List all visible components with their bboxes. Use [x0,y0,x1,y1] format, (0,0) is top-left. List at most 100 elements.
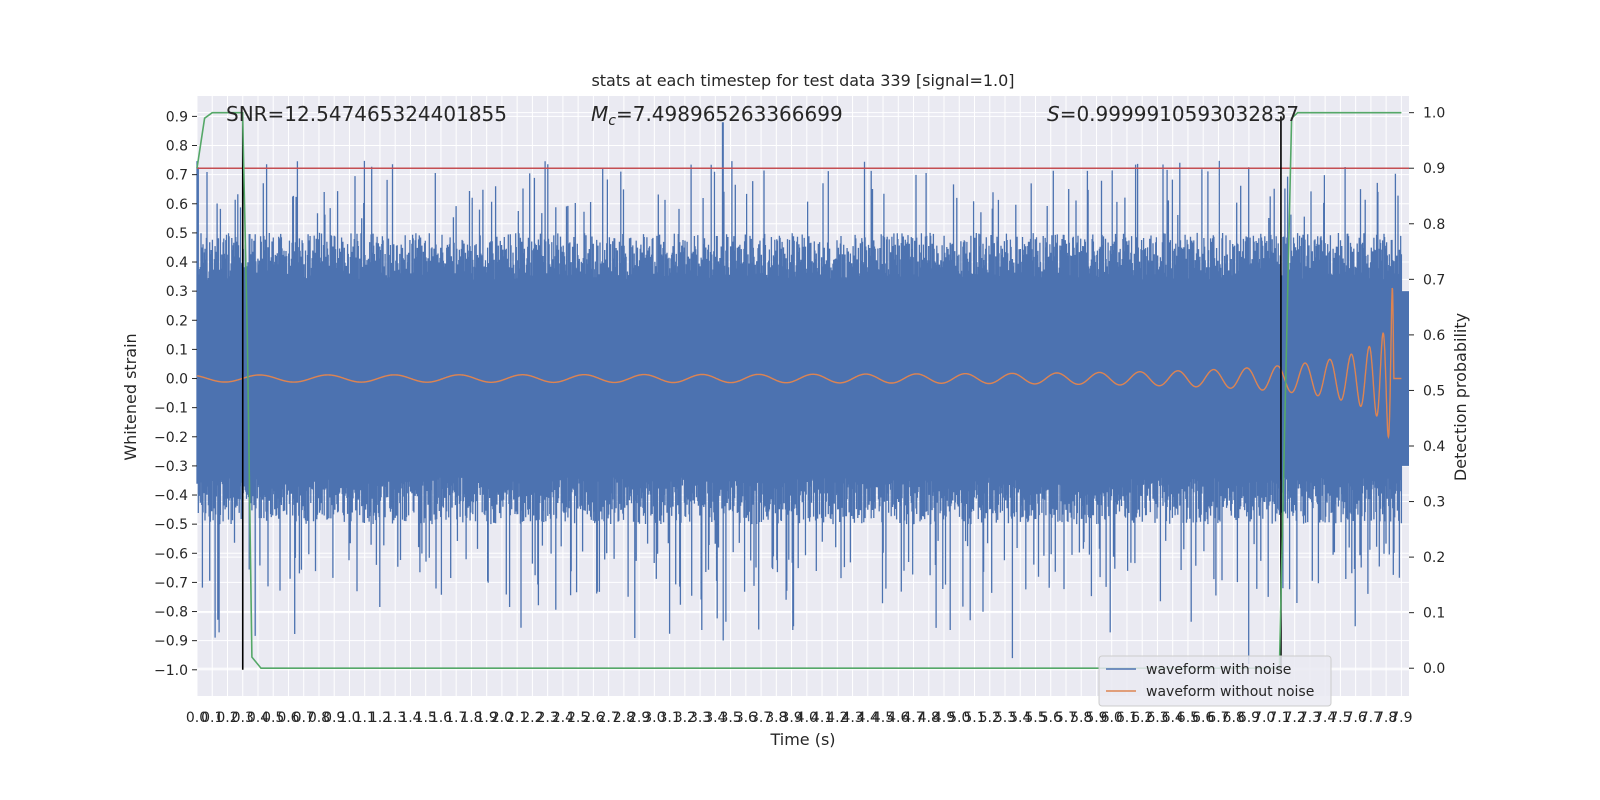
y-tick-label: 0.0 [166,372,188,388]
y-tick-label: 0.3 [166,284,188,300]
x-tick-label: 4.0 [796,710,818,726]
x-tick-label: 3.9 [780,710,802,726]
x-tick-label: 6.7 [1207,710,1229,726]
x-tick-label: 4.3 [841,710,863,726]
y-tick-label: 0.6 [166,197,188,213]
x-tick-label: 1.4 [399,710,421,726]
y-tick-label: 0.4 [166,255,188,271]
x-tick-label: 3.2 [674,710,696,726]
x-tick-label: 0.1 [201,710,223,726]
x-tick-label: 1.6 [430,710,452,726]
chirp-mass-value: =7.498965263366699 [616,102,843,126]
x-tick-label: 1.7 [445,710,467,726]
x-tick-label: 6.0 [1101,710,1123,726]
x-tick-label: 1.5 [415,710,437,726]
x-tick-label: 1.9 [476,710,498,726]
x-tick-label: 2.0 [491,710,513,726]
y2-tick-label: 1.0 [1423,106,1445,122]
legend-label-clean: waveform without noise [1146,684,1314,700]
x-tick-label: 3.0 [643,710,665,726]
x-tick-label: 0.9 [323,710,345,726]
x-tick-label: 2.4 [552,710,574,726]
x-tick-label: 5.7 [1055,710,1077,726]
x-tick-label: 4.8 [918,710,940,726]
x-tick-label: 4.6 [887,710,909,726]
score-value: =0.9999910593032837 [1060,102,1299,126]
x-tick-label: 0.5 [262,710,284,726]
x-tick-label: 3.3 [689,710,711,726]
y-tick-label: −0.2 [154,430,188,446]
y-axis-ticks: 0.9 0.8 0.7 0.6 0.5 0.4 0.3 0.2 0.1 0.0 −0.1 −0.2 −0… [154,109,197,679]
y-tick-label: 0.2 [166,313,188,329]
x-tick-label: 7.7 [1360,710,1382,726]
x-tick-label: 7.0 [1253,710,1275,726]
x-tick-label: 1.3 [384,710,406,726]
x-tick-label: 2.1 [506,710,528,726]
x-tick-label: 7.9 [1390,710,1412,726]
y2-tick-label: 0.7 [1423,272,1445,288]
x-axis-ticks: 0.00.10.20.30.40.50.60.70.80.91.01.11.21… [186,710,1413,726]
waveform-without-noise-series [196,287,1402,440]
x-tick-label: 5.9 [1085,710,1107,726]
y-tick-label: −0.9 [154,634,188,650]
chirp-mass-subscript: c [608,113,616,129]
y-tick-label: −0.8 [154,605,188,621]
x-tick-label: 3.8 [765,710,787,726]
x-tick-label: 4.1 [811,710,833,726]
x-tick-label: 7.3 [1299,710,1321,726]
x-tick-label: 5.0 [948,710,970,726]
x-tick-label: 0.2 [216,710,238,726]
x-tick-label: 6.2 [1131,710,1153,726]
y2-tick-label: 0.4 [1423,439,1445,455]
y2-tick-label: 0.1 [1423,606,1445,622]
x-tick-label: 1.1 [354,710,376,726]
x-tick-label: 2.6 [582,710,604,726]
x-tick-label: 7.6 [1345,710,1367,726]
x-tick-label: 3.4 [704,710,726,726]
x-tick-label: 0.6 [277,710,299,726]
x-tick-label: 6.6 [1192,710,1214,726]
y2-tick-label: 0.2 [1423,550,1445,566]
y2-axis-label: Detection probability [1451,313,1470,481]
y2-tick-label: 0.8 [1423,217,1445,233]
y-tick-label: −0.3 [154,459,188,475]
waveform-with-noise-series [196,122,1409,664]
y-tick-label: 0.9 [166,109,188,125]
x-tick-label: 0.4 [247,710,269,726]
x-axis-label: Time (s) [769,730,835,749]
x-tick-label: 7.2 [1284,710,1306,726]
x-tick-label: 5.8 [1070,710,1092,726]
x-tick-label: 6.8 [1223,710,1245,726]
y-tick-label: −0.5 [154,517,188,533]
x-tick-label: 2.2 [521,710,543,726]
x-tick-label: 4.5 [872,710,894,726]
chirp-mass-annotation: Mc=7.498965263366699 [591,102,843,129]
x-tick-label: 7.5 [1329,710,1351,726]
x-tick-label: 6.5 [1177,710,1199,726]
chirp-trace [196,287,1402,440]
x-tick-label: 6.3 [1146,710,1168,726]
detection-probability-line [196,111,1402,669]
score-symbol: S [1047,102,1060,126]
x-tick-label: 4.2 [826,710,848,726]
x-tick-label: 0.8 [308,710,330,726]
y2-tick-label: 0.9 [1423,161,1445,177]
x-tick-label: 5.4 [1009,710,1031,726]
noise-core [197,291,1409,466]
x-tick-label: 0.7 [293,710,315,726]
x-tick-label: 2.7 [597,710,619,726]
y-tick-label: 0.1 [166,342,188,358]
x-tick-label: 4.7 [902,710,924,726]
x-tick-label: 4.9 [933,710,955,726]
x-tick-label: 6.4 [1162,710,1184,726]
chart-title: stats at each timestep for test data 339… [591,71,1014,90]
x-tick-label: 7.8 [1375,710,1397,726]
y-tick-label: −0.6 [154,546,188,562]
x-tick-label: 3.1 [658,710,680,726]
y2-tick-label: 0.5 [1423,383,1445,399]
x-tick-label: 7.4 [1314,710,1336,726]
x-tick-label: 2.9 [628,710,650,726]
y-tick-label: −0.7 [154,575,188,591]
x-tick-label: 0.0 [186,710,208,726]
